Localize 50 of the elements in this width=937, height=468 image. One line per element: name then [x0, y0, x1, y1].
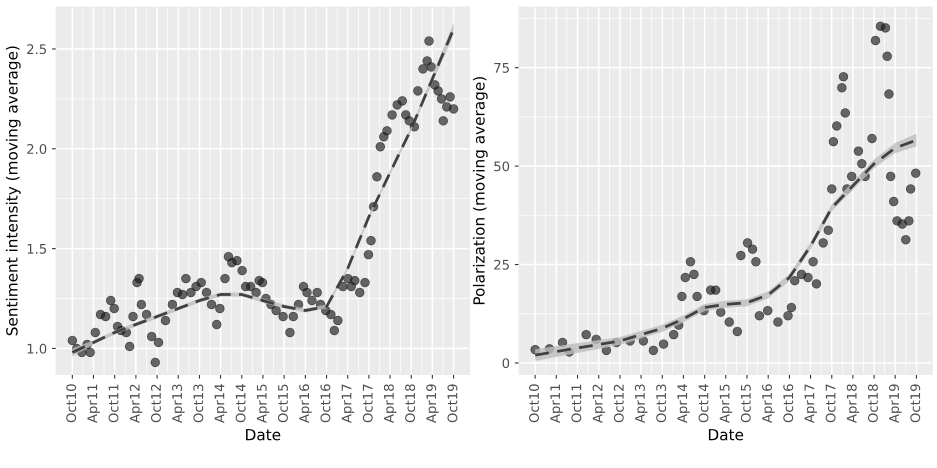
x-tick-label: Oct10	[66, 384, 76, 422]
x-tick-label: Apr12	[130, 384, 142, 423]
x-axis-title: Date	[708, 429, 744, 440]
x-tick-label: Oct15	[278, 384, 288, 422]
x-tick-label: Apr11	[87, 384, 100, 423]
x-tick-label: Apr19	[426, 384, 439, 423]
x-tick-label: Oct16	[320, 384, 330, 422]
x-tick-label: Apr13	[634, 384, 648, 423]
x-tick-label: Oct17	[826, 384, 836, 422]
x-tick-label: Apr15	[720, 384, 732, 423]
y-tick-label: 75	[494, 63, 509, 73]
x-tick-label: Oct13	[656, 384, 666, 422]
y-tick-label: 1.5	[28, 244, 46, 254]
x-tick-label: Apr17	[804, 384, 817, 423]
y-tick-label: 2.5	[27, 44, 46, 54]
x-tick-label: Apr18	[846, 384, 860, 423]
x-tick-label: Apr13	[172, 384, 185, 423]
x-tick-label: Apr18	[384, 384, 396, 423]
y-tick-label: 1.0	[28, 344, 46, 354]
x-tick-label: Apr12	[592, 384, 606, 423]
x-tick-label: Apr17	[342, 384, 354, 423]
y-tick-label: 0	[502, 358, 510, 368]
x-tick-label: Oct19	[910, 384, 920, 422]
x-tick-label: Oct16	[783, 384, 794, 422]
y-axis-title: Sentiment intensity (moving average)	[6, 46, 21, 336]
x-tick-label: Apr11	[550, 384, 563, 423]
y-tick-label: 50	[494, 161, 510, 172]
x-tick-label: Oct13	[193, 384, 204, 422]
x-tick-label: Oct14	[698, 384, 708, 422]
x-tick-label: Apr16	[762, 384, 775, 423]
x-tick-label: Apr19	[889, 384, 902, 423]
y-axis-title: Polarization (moving average)	[472, 77, 488, 304]
x-tick-label: Oct12	[614, 384, 624, 422]
x-tick-label: Oct10	[529, 384, 540, 422]
x-tick-label: Apr15	[256, 384, 270, 423]
x-tick-label: Oct11	[571, 384, 582, 422]
x-tick-label: Oct14	[236, 384, 246, 422]
x-tick-label: Oct15	[740, 384, 751, 422]
x-tick-label: Oct18	[868, 384, 878, 422]
y-tick-label: 2.0	[27, 144, 46, 154]
x-axis-title: Date	[246, 429, 280, 440]
x-tick-label: Apr14	[677, 384, 690, 423]
x-tick-label: Oct17	[362, 384, 373, 422]
x-tick-label: Apr16	[299, 384, 312, 423]
x-tick-label: Oct11	[108, 384, 119, 422]
x-tick-label: Oct19	[447, 384, 458, 422]
x-tick-label: Apr14	[214, 384, 227, 423]
x-tick-label: Oct18	[405, 384, 416, 422]
x-tick-label: Oct12	[150, 384, 161, 422]
y-tick-label: 25	[494, 260, 509, 270]
